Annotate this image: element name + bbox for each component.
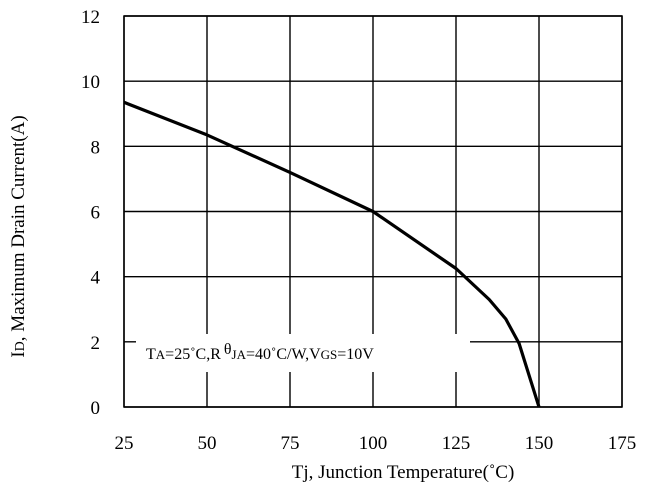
y-tick-label: 6 [91,203,101,224]
y-axis-label: ID, Maximum Drain Current(A) [8,115,29,357]
annotation-part-1: =25˚C,R [165,346,221,363]
y-tick-label: 10 [81,72,100,93]
plot-frame [123,15,623,408]
series-line [123,100,541,408]
x-tick-label: 75 [281,433,300,454]
y-tick-label: 0 [91,398,101,419]
y-tick-label: 4 [91,268,101,289]
annotation-background [136,334,470,372]
annotation-t: T [146,346,156,363]
x-tick-label: 100 [359,433,388,454]
annotation-sub-a: A [156,347,166,362]
annotation-theta: θ [224,341,232,358]
annotation-part-3: =10V [337,346,374,363]
x-tick-label: 125 [442,433,471,454]
y-tick-label: 8 [91,137,101,158]
y-tick-labels: 0 2 4 6 8 10 12 [81,7,101,419]
condition-annotation: TA=25˚C,R θJA=40˚C/W,VGS=10V [146,341,374,363]
annotation-sub-gs: GS [321,347,338,362]
x-tick-label: 25 [115,433,134,454]
y-axis-label-rest: , Maximum Drain Current(A) [8,115,29,341]
y-tick-label: 2 [91,333,101,354]
y-tick-label: 12 [81,7,100,28]
x-tick-label: 50 [198,433,217,454]
x-tick-label: 150 [525,433,554,454]
y-axis-label-sub: D [13,341,28,351]
x-axis-label: Tj, Junction Temperature(˚C) [292,462,515,483]
x-tick-labels: 25 50 75 100 125 150 175 [115,433,637,454]
annotation-sub-ja: JA [232,347,247,362]
x-tick-label: 175 [608,433,637,454]
y-axis-label-i: I [8,351,29,357]
annotation-part-2: =40˚C/W,V [246,346,321,363]
